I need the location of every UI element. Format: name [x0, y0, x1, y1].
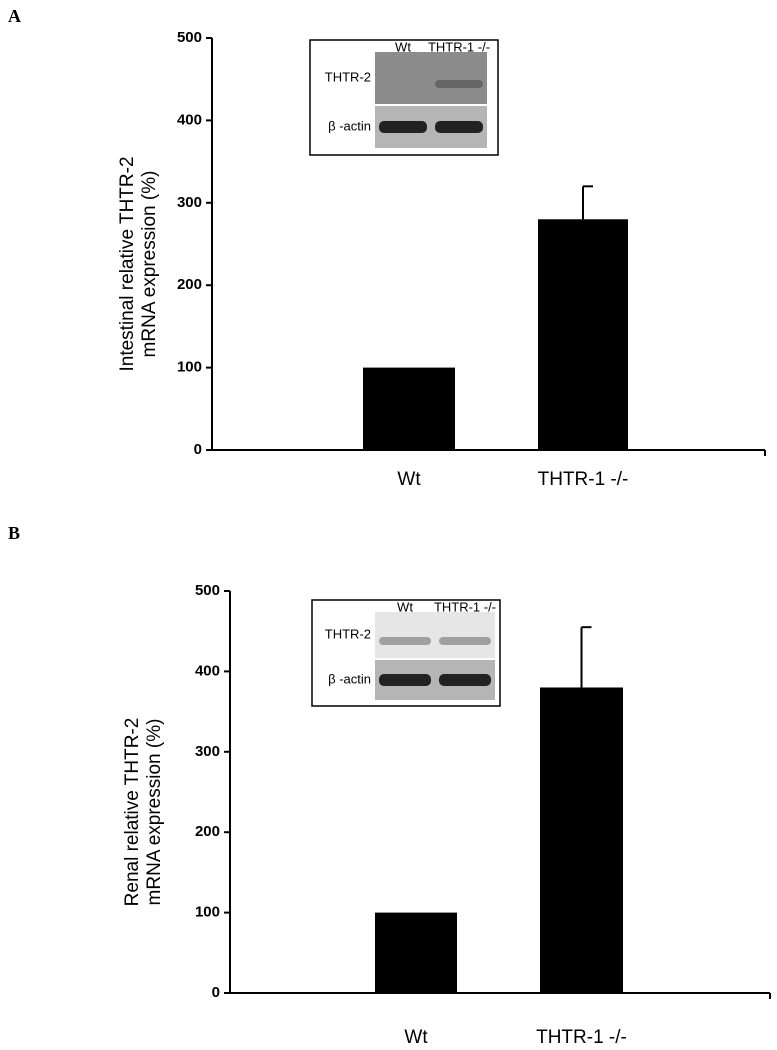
inset-row-label: THTR-2 — [325, 626, 371, 641]
blot-band — [439, 637, 491, 645]
bar — [538, 219, 628, 450]
x-tick-label: Wt — [404, 1027, 428, 1048]
y-tick-label: 400 — [177, 111, 202, 128]
y-axis-label: Renal relative THTR-2 — [122, 718, 143, 907]
x-tick-label: THTR-1 -/- — [538, 469, 629, 490]
y-axis-label: Intestinal relative THTR-2 — [117, 156, 138, 371]
y-tick-label: 200 — [195, 823, 220, 840]
inset-column-label: THTR-1 -/- — [434, 599, 496, 614]
blot-band — [379, 121, 427, 133]
y-tick-label: 200 — [177, 276, 202, 293]
panel-label: B — [8, 523, 20, 543]
blot-band — [379, 674, 431, 686]
y-tick-label: 300 — [195, 743, 220, 760]
y-axis-label: mRNA expression (%) — [144, 719, 165, 906]
bar — [375, 912, 457, 993]
blot-band — [439, 674, 491, 686]
y-tick-label: 100 — [177, 359, 202, 376]
blot-row — [375, 52, 487, 104]
blot-row — [375, 612, 495, 658]
inset-column-label: THTR-1 -/- — [428, 39, 490, 54]
blot-band — [435, 80, 483, 88]
inset-column-label: Wt — [397, 599, 413, 614]
panel-label: A — [8, 6, 21, 26]
inset-row-label: β -actin — [328, 671, 371, 686]
inset-row-label: β -actin — [328, 118, 371, 133]
y-tick-label: 300 — [177, 194, 202, 211]
inset-column-label: Wt — [395, 39, 411, 54]
y-tick-label: 0 — [212, 984, 220, 1001]
y-tick-label: 400 — [195, 662, 220, 679]
blot-band — [379, 637, 431, 645]
y-tick-label: 500 — [177, 29, 202, 46]
y-axis-label: mRNA expression (%) — [139, 171, 160, 358]
y-tick-label: 500 — [195, 582, 220, 599]
blot-band — [435, 121, 483, 133]
x-tick-label: THTR-1 -/- — [536, 1027, 627, 1048]
y-tick-label: 0 — [194, 441, 202, 458]
inset-row-label: THTR-2 — [325, 69, 371, 84]
bar — [363, 367, 455, 450]
x-tick-label: Wt — [397, 469, 421, 490]
bar — [540, 687, 623, 993]
y-tick-label: 100 — [195, 904, 220, 921]
